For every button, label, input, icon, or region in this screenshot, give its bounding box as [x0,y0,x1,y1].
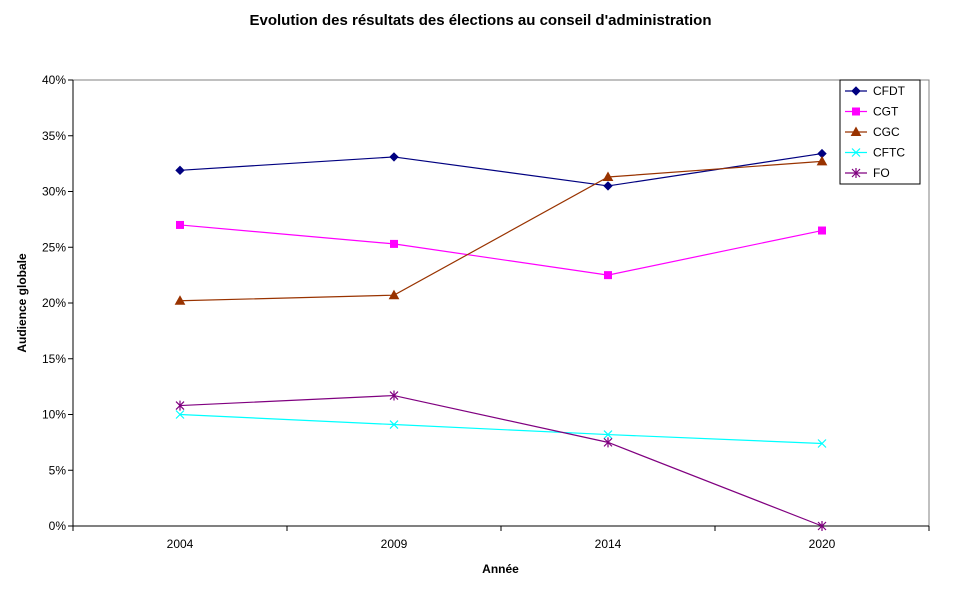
series-cfdt [175,148,827,191]
legend-item-cgc: CGC [845,125,900,139]
data-point-cgt [390,239,398,248]
data-point-cgc [816,155,828,166]
legend-marker-fo [851,168,861,178]
data-point-cgt [604,271,612,280]
series-cftc [175,410,827,448]
series-line-cgc [179,160,823,302]
data-point-fo [817,521,827,531]
y-tick-label: 10% [42,408,66,422]
series-line-cfdt [179,152,823,187]
y-tick-label: 30% [42,185,66,199]
x-tick-label: 2004 [167,537,194,551]
plot-area-border [72,79,930,527]
data-point-fo [389,390,399,401]
legend-label-cfdt: CFDT [873,84,906,98]
data-point-cgc [174,295,186,305]
data-point-cftc [389,420,399,429]
legend-label-cgt: CGT [873,105,899,119]
y-tick-label: 15% [42,352,66,366]
data-point-fo [603,437,613,448]
series-cgc [174,155,828,305]
y-tick-label: 5% [49,463,67,477]
y-tick-label: 40% [42,73,66,87]
y-tick-label: 35% [42,129,66,143]
y-axis-label: Audience globale [15,253,29,353]
data-point-cftc [817,439,827,448]
legend-marker-cfdt [851,86,861,96]
data-point-cfdt [603,181,613,191]
y-tick-label: 0% [49,519,67,533]
x-tick-label: 2014 [595,537,622,551]
legend-label-cftc: CFTC [873,146,905,160]
data-point-cgt [818,226,826,235]
legend-item-cgt: CGT [845,105,899,119]
data-point-cgc [602,171,614,182]
series-cgt [176,220,826,280]
legend-marker-cgc [850,126,862,136]
data-point-cgc [388,289,400,300]
legend-marker-cgt [852,107,860,116]
y-tick-label: 20% [42,296,66,310]
x-tick-label: 2009 [381,537,408,551]
x-axis-label: Année [482,562,519,576]
legend-label-cgc: CGC [873,125,900,139]
legend-item-cfdt: CFDT [845,84,906,98]
data-point-cfdt [389,152,399,162]
series-fo [175,390,827,531]
legend-item-cftc: CFTC [845,146,905,160]
series-line-cgt [179,224,823,276]
series-line-cftc [179,413,823,445]
data-point-cgt [176,220,184,229]
axes: 0% 5% 10% 15% 20% 25% 30% 35% 40% 2004 2009 2014 202… [42,73,930,551]
data-point-cftc [175,410,185,419]
legend-item-fo: FO [845,166,890,180]
legend: CFDT CGT CGC CFTC FO [839,79,921,185]
y-tick-label: 25% [42,240,66,254]
series-layer [174,148,828,531]
data-point-fo [175,400,185,411]
legend-label-fo: FO [873,166,890,180]
legend-marker-cftc [851,148,861,157]
data-point-cfdt [175,165,185,176]
series-line-fo [179,394,823,527]
x-tick-label: 2020 [809,537,836,551]
chart-title: Evolution des résultats des élections au… [249,12,712,29]
data-point-cftc [603,430,613,439]
